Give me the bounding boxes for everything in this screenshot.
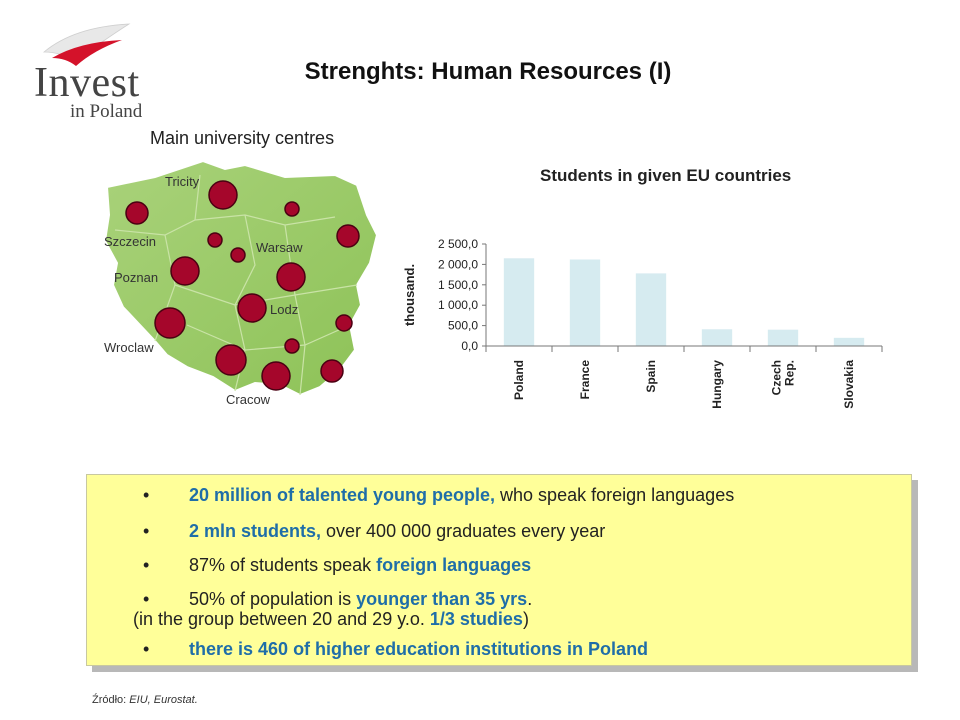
y-tick-label: 2 500,0 — [438, 237, 478, 251]
page-title: Strenghts: Human Resources (I) — [304, 58, 672, 85]
bullet-2-highlight: 2 mln students, — [189, 521, 322, 541]
marker-lodz — [237, 293, 267, 323]
subline-text: (in the group between 20 and 29 y.o. — [133, 609, 430, 629]
city-label-lodz: Lodz — [270, 302, 299, 317]
bullet-dot: • — [143, 521, 150, 541]
city-label-szczecin: Szczecin — [104, 234, 157, 249]
poland-map — [103, 159, 379, 397]
bullet-3-text: 87% of students speak — [189, 555, 377, 575]
marker-bydgoszcz — [207, 232, 223, 248]
map-title: Main university centres — [150, 128, 335, 148]
marker-olsztyn — [284, 201, 300, 217]
city-label-cracow: Cracow — [226, 392, 271, 407]
bar-poland — [503, 258, 535, 346]
bullet-4-end: . — [527, 589, 533, 609]
bar-spain — [635, 273, 667, 346]
university-centre-markers — [125, 180, 360, 391]
y-tick-label: 500,0 — [448, 319, 478, 333]
bullet-4-subline: (in the group between 20 and 29 y.o. 1/3… — [133, 609, 529, 630]
marker-cracow — [261, 361, 291, 391]
marker-wroclaw — [154, 307, 186, 339]
bullet-3-highlight: foreign languages — [376, 555, 532, 575]
bar-slovakia — [833, 337, 865, 346]
y-tick-label: 2 000,0 — [438, 257, 478, 271]
bullet-2-text: over 400 000 graduates every year — [321, 521, 606, 541]
source-text: EIU, Eurostat. — [129, 694, 198, 706]
marker-rzeszow — [320, 359, 344, 383]
bullet-dot: • — [143, 639, 150, 659]
source-label: Źródło: — [92, 694, 130, 706]
subline-end: ) — [522, 609, 529, 629]
key-facts-box: • 20 million of talented young people, w… — [86, 474, 912, 666]
bar-france — [569, 259, 601, 346]
marker-kielce — [284, 338, 300, 354]
bullet-1-highlight: 20 million of talented young people, — [189, 485, 496, 505]
bar-czech-rep- — [767, 329, 799, 346]
students-bar-chart: 0,0 500,0 1 000,0 1 500,0 2 000,0 2 500,0 Pola… — [402, 237, 883, 409]
x-tick-label: Hungary — [710, 360, 724, 409]
marker-lublin — [335, 314, 353, 332]
x-tick-label: Slovakia — [842, 360, 856, 409]
marker-warsaw — [276, 262, 306, 292]
bullet-4-text: 50% of population is — [189, 589, 357, 609]
city-label-poznan: Poznan — [114, 270, 159, 285]
marker-poznan — [170, 256, 200, 286]
city-label-tricity: Tricity — [165, 174, 200, 189]
source-note: Źródło: EIU, Eurostat. — [92, 694, 198, 706]
bullet-dot: • — [143, 589, 150, 609]
marker-szczecin — [125, 201, 149, 225]
x-tick-label: Rep. — [783, 360, 797, 386]
y-tick-label: 1 500,0 — [438, 278, 478, 292]
flag-icon — [42, 23, 131, 66]
x-tick-label: Poland — [512, 360, 526, 400]
y-tick-label: 0,0 — [461, 339, 478, 353]
city-label-warsaw: Warsaw — [256, 240, 303, 255]
city-label-wroclaw: Wroclaw — [104, 340, 154, 355]
chart-title: Students in given EU countries — [540, 166, 792, 185]
marker-tricity — [208, 180, 238, 210]
x-tick-label: Czech — [770, 360, 784, 395]
marker-torun — [230, 247, 246, 263]
marker-bialystok — [336, 224, 360, 248]
bullet-1-text: who speak foreign languages — [495, 485, 735, 505]
bullet-dot: • — [143, 555, 150, 575]
marker-katowice — [215, 344, 247, 376]
bar-hungary — [701, 329, 733, 346]
logo-word-in-poland: in Poland — [70, 101, 143, 122]
x-tick-label: Spain — [644, 360, 658, 393]
logo-word-invest: Invest — [34, 60, 140, 106]
bullet-dot: • — [143, 485, 150, 505]
x-tick-label: France — [578, 360, 592, 400]
y-axis-label: thousand. — [402, 264, 417, 326]
invest-in-poland-logo: Invest in Poland — [24, 22, 144, 122]
subline-highlight: 1/3 studies — [429, 609, 523, 629]
bullet-5-highlight: there is 460 of higher education institu… — [189, 639, 649, 659]
y-tick-label: 1 000,0 — [438, 298, 478, 312]
bullet-4-highlight: younger than 35 yrs — [356, 589, 528, 609]
